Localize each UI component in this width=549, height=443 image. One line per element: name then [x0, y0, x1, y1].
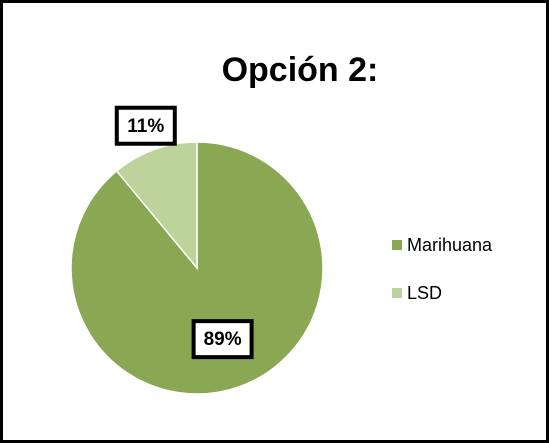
chart-title: Opción 2: — [222, 51, 379, 89]
data-label-box — [191, 319, 254, 360]
pie-slice — [115, 141, 198, 271]
data-label: 89% — [204, 329, 242, 350]
data-label: 11% — [127, 116, 164, 137]
data-label-box — [114, 105, 177, 146]
legend-label: LSD — [407, 283, 442, 303]
legend-swatch — [392, 240, 402, 250]
legend-label: Marihuana — [407, 235, 493, 255]
legend-swatch — [392, 288, 402, 298]
